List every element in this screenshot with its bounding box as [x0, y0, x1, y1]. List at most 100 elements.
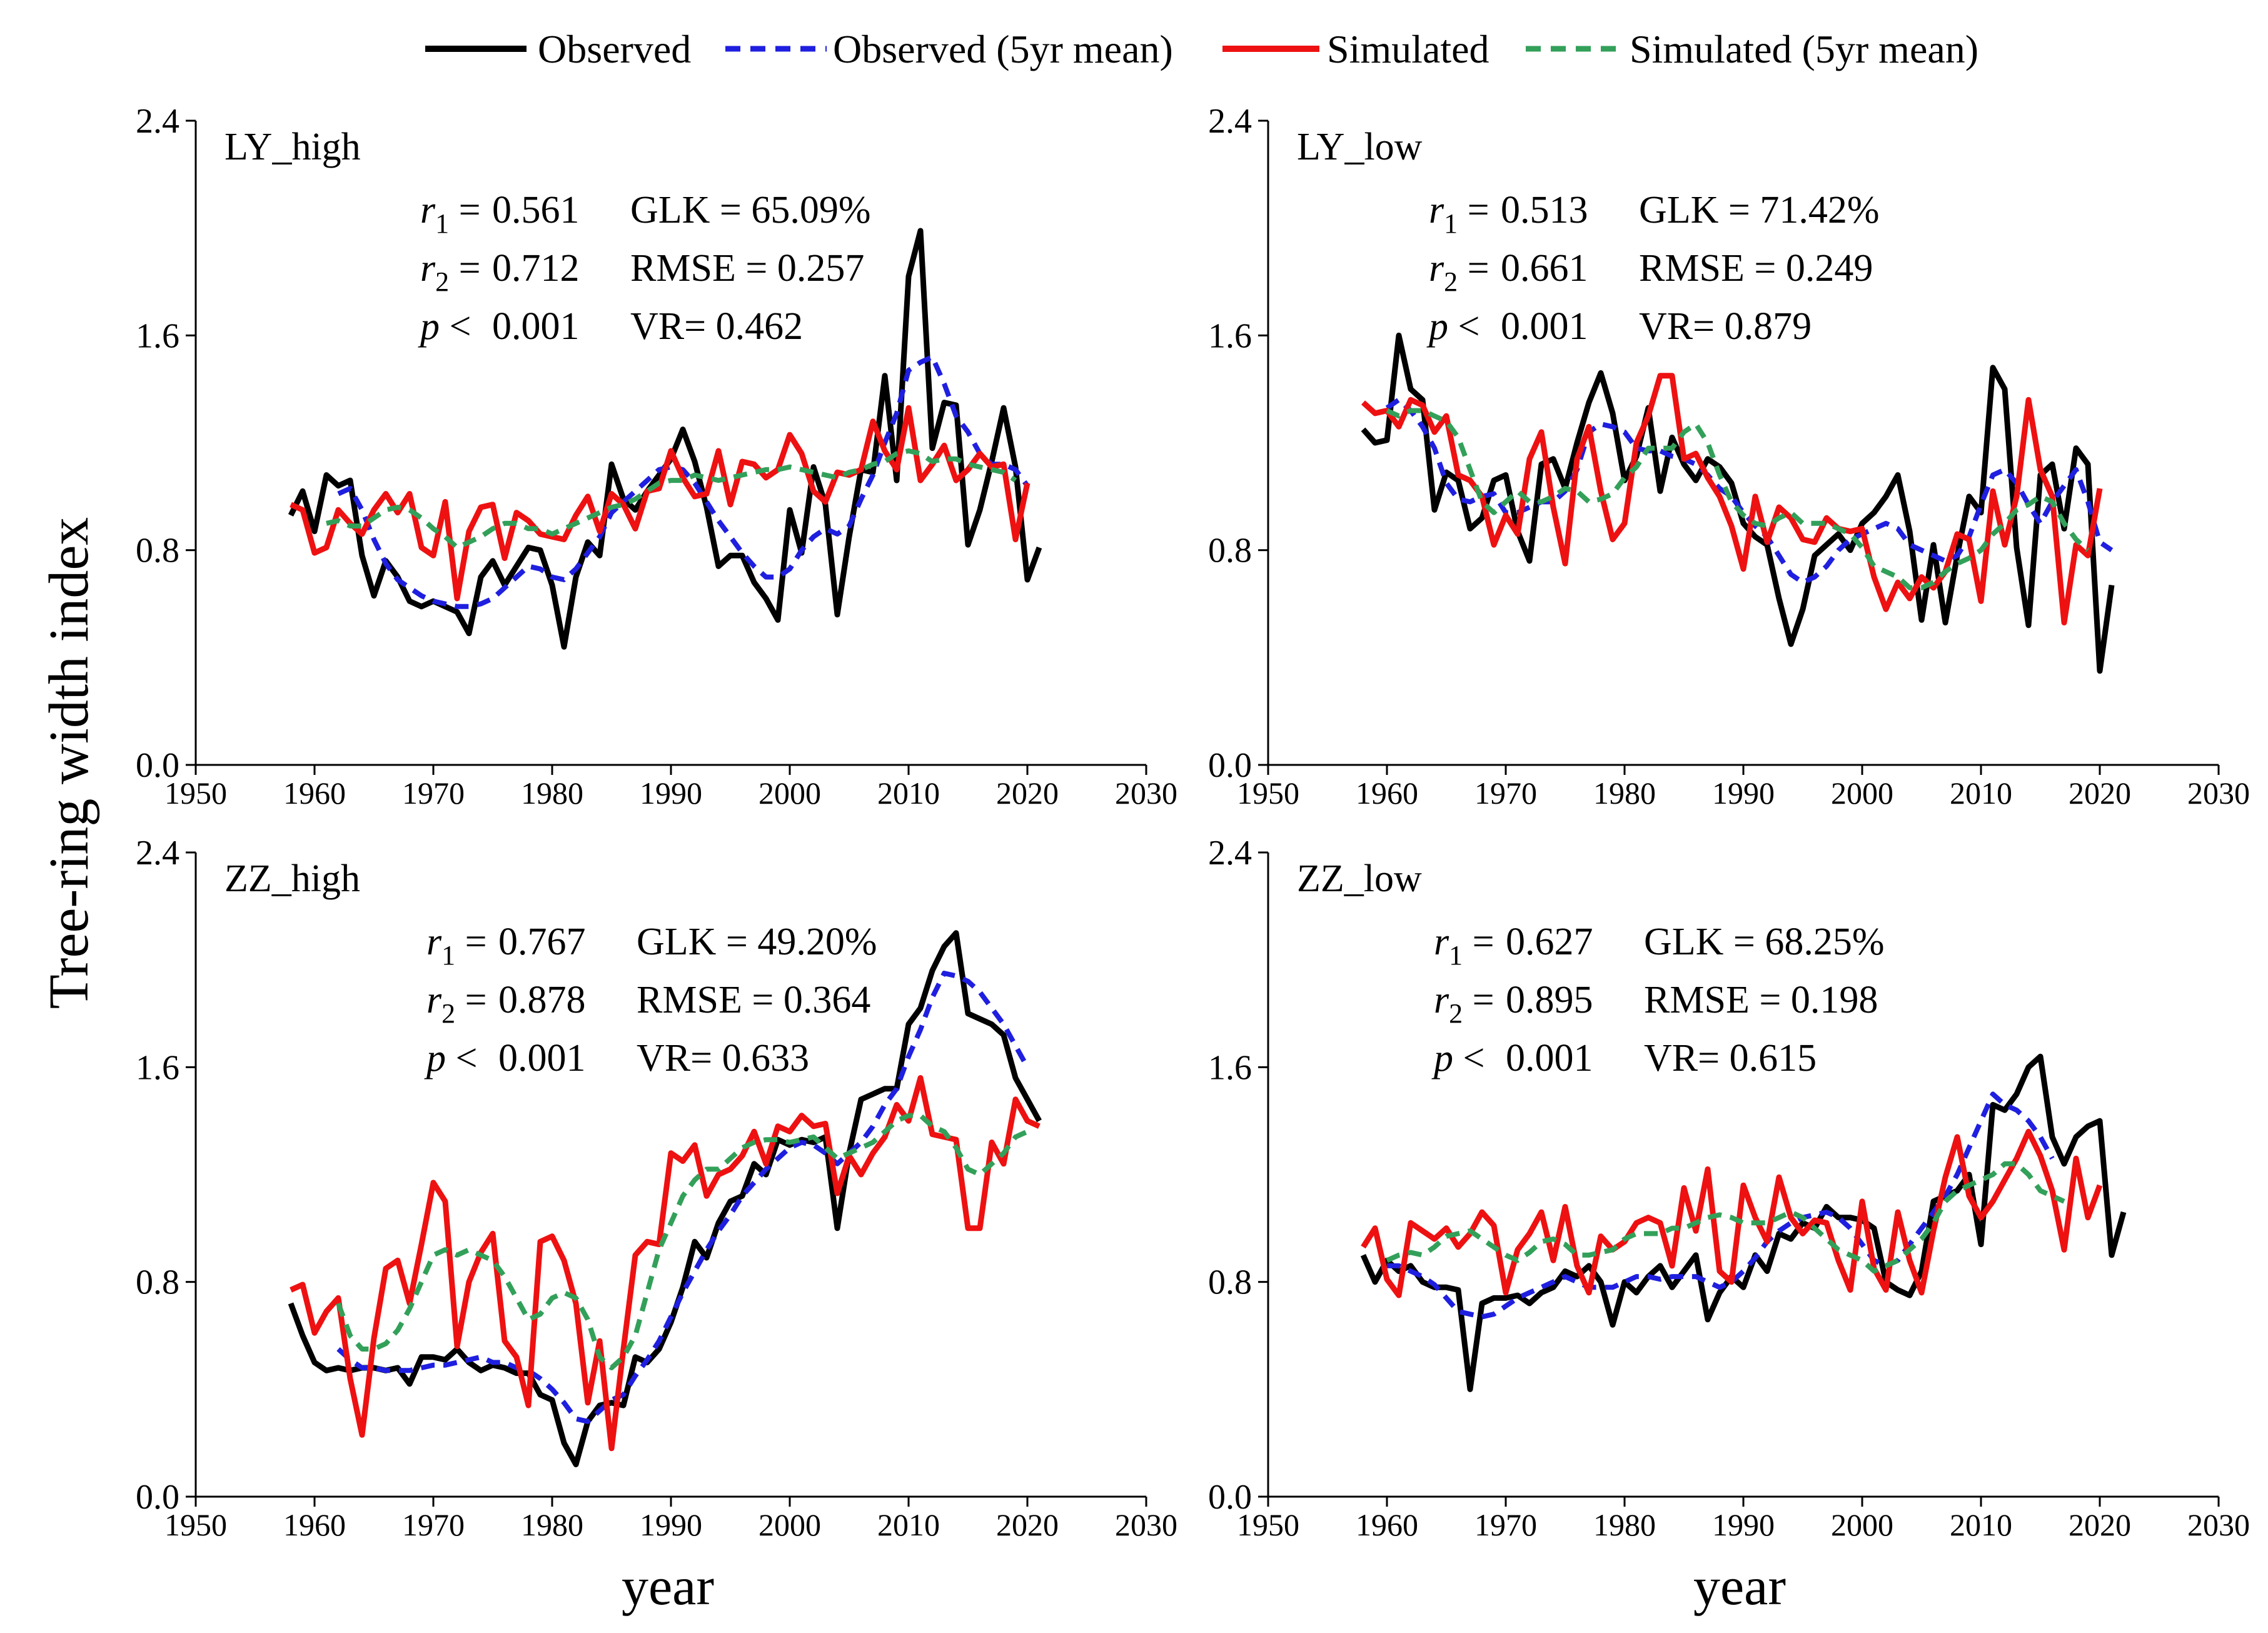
panel-ly-high: 0.0 0.8 1.6 2.4 1950 1960 1970 1980 1990 2000 2010… — [136, 102, 1177, 811]
stat-glk: GLK = 49.20% — [637, 921, 877, 963]
y-tick-label: 0.8 — [1208, 1263, 1252, 1302]
x-tick-label: 1950 — [164, 1507, 227, 1542]
panel-title: LY_low — [1297, 126, 1423, 168]
x-tick-label: 2020 — [996, 1507, 1059, 1542]
stat-glk: GLK = 71.42% — [1639, 189, 1880, 231]
stat-p-label: p < — [1426, 305, 1479, 348]
y-tick-label: 1.6 — [136, 1048, 179, 1087]
x-tick-label: 1990 — [1712, 776, 1775, 811]
x-tick-label: 1980 — [1593, 776, 1656, 811]
series-observed-5yr-mean — [337, 354, 1030, 609]
stat-glk-value: 71.42% — [1760, 189, 1879, 231]
series-simulated — [1361, 1128, 2103, 1298]
series-simulated-5yr-mean — [1386, 1161, 2065, 1274]
stat-r2-value: 0.661 — [1501, 247, 1588, 290]
series-observed-5yr-mean — [1387, 1091, 2055, 1320]
stat-r2-value: 0.878 — [498, 979, 586, 1021]
y-axis-label: Tree-ring width index — [38, 517, 100, 1009]
stat-p-label: p < — [418, 305, 471, 348]
stat-rmse-value: 0.249 — [1786, 247, 1873, 290]
y-tick-label: 2.4 — [136, 834, 179, 872]
stat-r2-label: r2 = — [1429, 247, 1489, 297]
stat-r2-label: r2 = — [420, 247, 481, 297]
stat-glk-value: 68.25% — [1765, 921, 1884, 963]
panel-title: ZZ_low — [1297, 857, 1422, 900]
panel-ly-low: 0.0 0.8 1.6 2.4 1950 1960 1970 1980 1990 2000 2010… — [1208, 102, 2250, 811]
x-tick-label: 1960 — [283, 776, 346, 811]
x-tick-label: 2010 — [877, 776, 940, 811]
stat-rmse: RMSE = 0.198 — [1644, 979, 1878, 1021]
stat-r1-label: r1 = — [1434, 921, 1494, 971]
series-simulated-5yr-mean — [326, 448, 1017, 550]
legend-observed-label: Observed — [538, 27, 691, 71]
y-tick-label: 1.6 — [1208, 1048, 1252, 1087]
series-observed — [288, 930, 1042, 1467]
series-observed-5yr-mean — [336, 971, 1030, 1424]
x-tick-label: 2030 — [2187, 1507, 2250, 1542]
stat-vr: VR= 0.633 — [637, 1037, 809, 1079]
stat-p-value: 0.001 — [492, 305, 580, 348]
y-tick-label: 2.4 — [1208, 834, 1252, 872]
stat-r2-label: r2 = — [1434, 979, 1494, 1029]
stat-glk: GLK = 65.09% — [630, 189, 871, 231]
x-tick-label: 1970 — [1474, 1507, 1537, 1542]
x-tick-label: 1950 — [1237, 1507, 1299, 1542]
stat-r1-value: 0.627 — [1506, 921, 1593, 963]
x-tick-label: 1990 — [640, 776, 702, 811]
x-tick-label: 1950 — [1237, 776, 1299, 811]
stat-r1-label: r1 = — [426, 921, 487, 971]
stat-vr-value: 0.633 — [722, 1037, 810, 1079]
x-tick-label: 2020 — [2069, 776, 2131, 811]
x-tick-label: 1970 — [402, 776, 465, 811]
x-tick-label: 2020 — [996, 776, 1059, 811]
x-tick-label: 1960 — [283, 1507, 346, 1542]
stat-p-label: p < — [424, 1037, 477, 1079]
x-tick-label: 2000 — [1831, 776, 1893, 811]
stat-rmse: RMSE = 0.257 — [630, 247, 864, 290]
y-tick-label: 0.0 — [1208, 1478, 1252, 1517]
x-tick-label: 2000 — [759, 776, 821, 811]
x-axis-label-right: year — [1693, 1556, 1786, 1616]
panel-zz-high: 0.0 0.8 1.6 2.4 1950 1960 1970 1980 1990 2000 2010… — [136, 834, 1177, 1542]
x-tick-label: 1990 — [640, 1507, 702, 1542]
x-tick-label: 1950 — [164, 776, 227, 811]
x-tick-label: 2020 — [2069, 1507, 2131, 1542]
y-tick-label: 2.4 — [136, 102, 179, 141]
stat-vr: VR= 0.615 — [1644, 1037, 1817, 1079]
y-tick-label: 0.0 — [136, 1478, 179, 1517]
x-tick-label: 2010 — [1950, 776, 2012, 811]
legend-observed-mean-label: Observed (5yr mean) — [833, 27, 1173, 71]
stat-rmse: RMSE = 0.249 — [1639, 247, 1873, 290]
stat-vr: VR= 0.462 — [630, 305, 803, 348]
y-tick-label: 1.6 — [136, 316, 179, 355]
x-tick-label: 2000 — [1831, 1507, 1893, 1542]
x-tick-label: 2030 — [1115, 776, 1177, 811]
x-tick-label: 1960 — [1356, 1507, 1418, 1542]
x-tick-label: 2010 — [877, 1507, 940, 1542]
stat-p-value: 0.001 — [498, 1037, 586, 1079]
stat-vr-value: 0.615 — [1730, 1037, 1817, 1079]
panel-zz-low: 0.0 0.8 1.6 2.4 1950 1960 1970 1980 1990 2000 2010… — [1208, 834, 2250, 1542]
stat-p-value: 0.001 — [1501, 305, 1588, 348]
stat-p-label: p < — [1431, 1037, 1484, 1079]
stat-glk-value: 65.09% — [751, 189, 870, 231]
y-tick-label: 0.8 — [136, 1263, 179, 1302]
y-tick-label: 0.0 — [1208, 746, 1252, 785]
legend-simulated-label: Simulated — [1327, 27, 1489, 71]
x-tick-label: 1980 — [1593, 1507, 1656, 1542]
y-tick-label: 2.4 — [1208, 102, 1252, 141]
x-tick-label: 1980 — [521, 1507, 583, 1542]
stat-vr-value: 0.879 — [1725, 305, 1812, 348]
y-tick-label: 0.8 — [1208, 532, 1252, 570]
stat-p-value: 0.001 — [1506, 1037, 1593, 1079]
stat-r2-label: r2 = — [426, 979, 487, 1029]
y-tick-label: 0.8 — [136, 532, 179, 570]
x-tick-label: 2030 — [1115, 1507, 1177, 1542]
x-tick-label: 2000 — [759, 1507, 821, 1542]
stat-glk-value: 49.20% — [757, 921, 877, 963]
stat-r2-value: 0.712 — [492, 247, 580, 290]
x-tick-label: 1970 — [1474, 776, 1537, 811]
stat-vr: VR= 0.879 — [1639, 305, 1812, 348]
series-simulated — [1361, 373, 2103, 625]
